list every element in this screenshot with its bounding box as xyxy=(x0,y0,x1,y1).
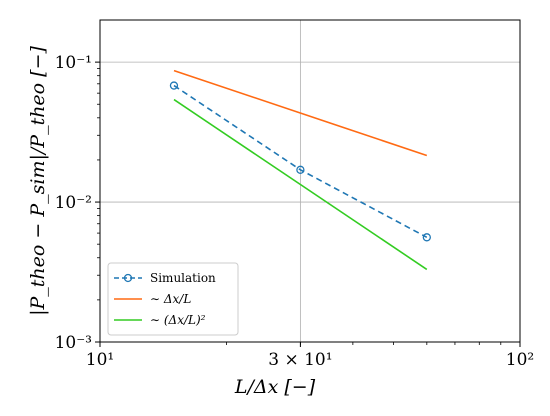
y-tick-label: 10⁻³ xyxy=(55,333,92,353)
legend-marker-simulation xyxy=(123,273,133,283)
plot-series xyxy=(169,69,431,271)
series-line-1 xyxy=(173,69,428,157)
y-axis-title: |P_theo − P_sim|/P_theo [−] xyxy=(27,46,49,316)
data-point xyxy=(422,233,431,242)
plot-frame xyxy=(99,19,521,343)
axis-ticks: 10¹ 3 × 10¹ 10² 10⁻³ 10⁻² 10⁻¹ xyxy=(55,53,535,370)
x-axis-title: L/Δx [−] xyxy=(234,376,316,398)
legend-label-second-order: ∼ (Δx/L)² xyxy=(150,313,206,327)
legend-box xyxy=(107,262,239,336)
x-tick-label: 3 × 10¹ xyxy=(268,350,332,370)
series-line-0 xyxy=(173,84,428,239)
data-point xyxy=(169,81,179,90)
y-tick-label: 10⁻¹ xyxy=(55,53,92,73)
y-tick-label: 10⁻² xyxy=(55,193,92,213)
legend: Simulation ∼ Δx/L ∼ (Δx/L)² xyxy=(107,262,239,336)
data-point xyxy=(296,165,305,174)
legend-label-first-order: ∼ Δx/L xyxy=(150,292,191,306)
x-tick-label: 10² xyxy=(506,350,534,370)
series-line-2 xyxy=(173,98,428,271)
x-tick-label: 10¹ xyxy=(86,350,114,370)
legend-label-simulation: Simulation xyxy=(150,271,216,285)
